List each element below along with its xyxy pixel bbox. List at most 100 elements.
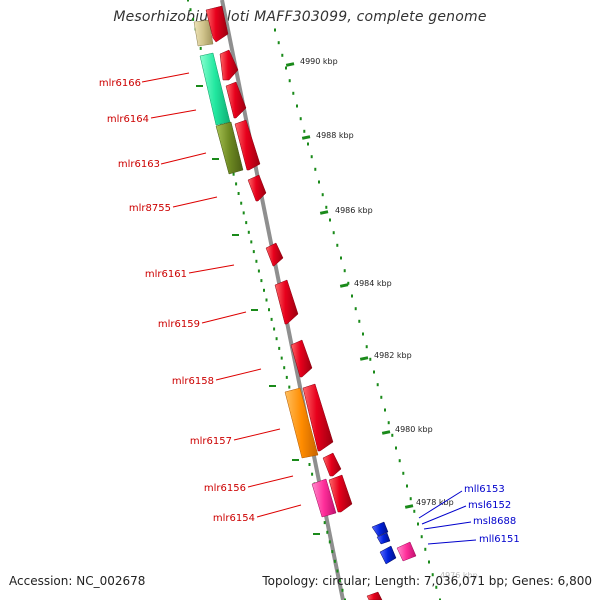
guide-dot (333, 559, 336, 563)
cog-block-mint (199, 52, 231, 126)
guide-dot (338, 579, 341, 583)
guide-dot (420, 535, 423, 539)
gene-label-mlr6161: mlr6161 (145, 269, 187, 280)
genome-summary-text: Topology: circular; Length: 7,036,071 bp… (262, 574, 592, 588)
cog-block-orange (284, 387, 319, 459)
guide-dot (351, 294, 353, 298)
guide-dot (192, 17, 195, 21)
guide-dot (235, 182, 238, 186)
scale-label-4986: 4986 kbp (335, 206, 373, 215)
gene-label-mlr6158: mlr6158 (172, 376, 214, 387)
guide-dot (199, 46, 202, 50)
cog-track (193, 19, 417, 562)
guide-dot (303, 129, 306, 133)
accession-text: Accession: NC_002678 (9, 574, 146, 588)
guide-dot (265, 298, 268, 302)
gene-label-mlr6156: mlr6156 (204, 483, 246, 494)
scale-label-4990: 4990 kbp (300, 57, 338, 66)
guide-dot (398, 459, 401, 463)
guide-dot (288, 79, 291, 83)
gene-label-mlr6157: mlr6157 (190, 436, 232, 447)
guide-dot (232, 172, 235, 176)
guide-dot (278, 346, 281, 350)
forward-gene-track[interactable] (205, 5, 383, 600)
gene-arrow-mll6151 (379, 545, 397, 565)
cog-block-tan (193, 19, 214, 47)
gene-arrow-mlr6158 (290, 339, 313, 378)
inner-ticks (196, 85, 320, 535)
gene-arrow-top (205, 5, 229, 43)
guide-dot (376, 383, 379, 387)
guide-dot (273, 327, 276, 331)
guide-dot (354, 307, 357, 311)
gene-label-mlr6164: mlr6164 (107, 114, 149, 125)
reverse-labels[interactable]: mll6153 msl6152 msl8688 mll6151 (418, 484, 520, 545)
guide-dot (263, 288, 265, 292)
guide-dot (245, 221, 248, 225)
guide-dot (391, 433, 394, 437)
gene-arrow-mlr6159 (274, 279, 299, 325)
reverse-gene-track[interactable] (371, 521, 397, 565)
gene-arrow-mlr6164 (225, 81, 247, 119)
guide-dot (277, 41, 280, 45)
gene-label-mlr6154: mlr6154 (213, 513, 255, 524)
guide-dot (326, 530, 329, 534)
guide-dot (242, 211, 245, 215)
scale-axis: 4990 kbp 4988 kbp 4986 kbp 4984 kbp 4982… (285, 57, 478, 580)
scale-tick-4986 (319, 210, 329, 215)
guide-dot (413, 509, 416, 513)
gene-label-mlr6166: mlr6166 (99, 78, 141, 89)
guide-dot (283, 366, 286, 370)
gene-label-mll6153: mll6153 (464, 484, 505, 495)
guide-dot (285, 66, 287, 70)
gene-label-mlr6163: mlr6163 (118, 159, 160, 170)
guide-dot (189, 8, 192, 12)
gene-arrow-mlr6156 (322, 452, 342, 477)
scale-tick-4984 (339, 283, 349, 288)
scale-tick-4990 (285, 62, 295, 67)
guide-dot (380, 395, 383, 399)
guide-dot (240, 201, 243, 205)
guide-dot (431, 573, 434, 577)
guide-dot (187, 0, 189, 2)
guide-dot (435, 585, 438, 589)
scale-label-4984: 4984 kbp (354, 279, 392, 288)
guide-dot (373, 370, 375, 374)
scale-tick-4980 (381, 430, 391, 435)
scale-label-4982: 4982 kbp (374, 351, 412, 360)
guide-dot (331, 550, 334, 554)
scale-label-4980: 4980 kbp (395, 425, 433, 434)
gene-label-mll6151: mll6151 (479, 534, 520, 545)
gene-label-mlr6159: mlr6159 (158, 319, 200, 330)
scale-label-4978: 4978 kbp (416, 498, 454, 507)
guide-dot (292, 91, 295, 95)
guide-dot (268, 308, 270, 312)
guide-dot (369, 357, 372, 361)
guide-dot (336, 243, 339, 247)
guide-dot (237, 192, 240, 195)
cog-block-olive (215, 121, 244, 175)
guide-dot (417, 522, 419, 526)
guide-dot (406, 484, 408, 488)
gene-label-msl8688: msl8688 (473, 516, 516, 527)
guide-dot (310, 155, 313, 159)
guide-dot (280, 356, 283, 360)
guide-dot (395, 446, 397, 450)
scale-label-4976: 4976 kbp (440, 571, 478, 580)
guide-dot (343, 269, 346, 273)
gene-arrow-mlr6163 (234, 119, 261, 171)
gene-arrow-mlr6166 (219, 49, 239, 81)
guide-dot (409, 497, 412, 501)
guide-dot (325, 205, 328, 209)
scale-tick-4982 (359, 356, 369, 361)
guide-dot (347, 281, 350, 285)
cog-block-pink-1 (311, 478, 337, 518)
gene-arrow-bottom (366, 591, 383, 600)
guide-dot (318, 180, 320, 184)
guide-dot (275, 337, 278, 341)
guide-dot (285, 375, 288, 379)
forward-labels[interactable]: mlr6166 mlr6164 mlr6163 mlr8755 mlr6161 … (99, 72, 302, 524)
guide-dot (296, 104, 298, 108)
guide-dots (187, 0, 441, 600)
